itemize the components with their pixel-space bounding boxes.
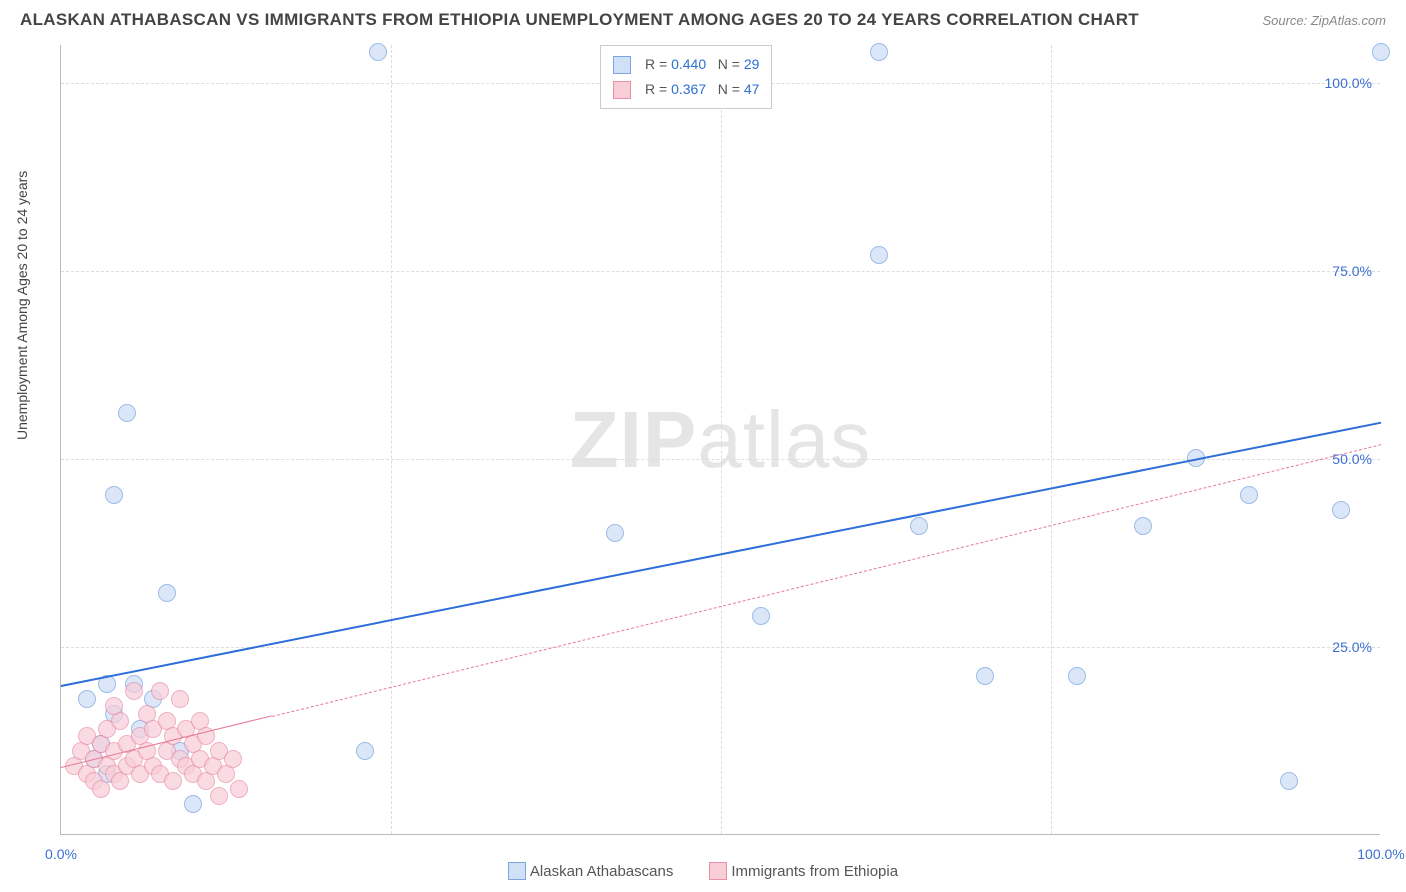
- point-ethiopia: [210, 787, 228, 805]
- point-athabascan: [118, 404, 136, 422]
- chart-title: ALASKAN ATHABASCAN VS IMMIGRANTS FROM ET…: [20, 10, 1139, 30]
- point-athabascan: [184, 795, 202, 813]
- point-athabascan: [606, 524, 624, 542]
- point-athabascan: [105, 486, 123, 504]
- point-athabascan: [369, 43, 387, 61]
- point-ethiopia: [151, 682, 169, 700]
- point-athabascan: [976, 667, 994, 685]
- legend-stat-row: R = 0.440 N = 29: [613, 52, 759, 77]
- trend-line: [272, 444, 1381, 717]
- point-ethiopia: [92, 780, 110, 798]
- point-athabascan: [158, 584, 176, 602]
- point-athabascan: [1068, 667, 1086, 685]
- point-athabascan: [78, 690, 96, 708]
- point-athabascan: [1240, 486, 1258, 504]
- legend-swatch: [613, 81, 631, 99]
- legend-series-item: Alaskan Athabascans: [508, 862, 673, 880]
- point-ethiopia: [171, 690, 189, 708]
- x-tick-label: 100.0%: [1357, 846, 1404, 862]
- legend-series-label: Immigrants from Ethiopia: [731, 863, 898, 880]
- gridline-v: [1051, 45, 1052, 834]
- correlation-legend: R = 0.440 N = 29R = 0.367 N = 47: [600, 45, 772, 109]
- point-athabascan: [1134, 517, 1152, 535]
- point-athabascan: [1280, 772, 1298, 790]
- x-tick-label: 0.0%: [45, 846, 77, 862]
- point-ethiopia: [105, 697, 123, 715]
- point-ethiopia: [224, 750, 242, 768]
- scatter-plot-area: ZIPatlas 25.0%50.0%75.0%100.0%0.0%100.0%: [60, 45, 1380, 835]
- y-tick-label: 75.0%: [1332, 263, 1372, 279]
- point-athabascan: [870, 43, 888, 61]
- legend-swatch: [709, 862, 727, 880]
- y-tick-label: 100.0%: [1325, 75, 1372, 91]
- series-legend: Alaskan Athabascans Immigrants from Ethio…: [0, 862, 1406, 884]
- point-athabascan: [1332, 501, 1350, 519]
- source-label: Source: ZipAtlas.com: [1262, 13, 1386, 28]
- point-athabascan: [910, 517, 928, 535]
- legend-swatch: [508, 862, 526, 880]
- point-ethiopia: [125, 682, 143, 700]
- point-ethiopia: [164, 772, 182, 790]
- legend-series-item: Immigrants from Ethiopia: [709, 862, 898, 880]
- legend-series-label: Alaskan Athabascans: [530, 863, 673, 880]
- legend-stat-text: R = 0.440 N = 29: [645, 52, 759, 77]
- legend-stat-text: R = 0.367 N = 47: [645, 77, 759, 102]
- watermark-bold: ZIP: [570, 395, 697, 484]
- point-athabascan: [1372, 43, 1390, 61]
- watermark-rest: atlas: [697, 395, 871, 484]
- title-bar: ALASKAN ATHABASCAN VS IMMIGRANTS FROM ET…: [20, 10, 1386, 30]
- gridline-v: [391, 45, 392, 834]
- y-axis-label: Unemployment Among Ages 20 to 24 years: [14, 171, 30, 440]
- y-tick-label: 50.0%: [1332, 451, 1372, 467]
- point-athabascan: [870, 246, 888, 264]
- gridline-v: [721, 45, 722, 834]
- legend-swatch: [613, 56, 631, 74]
- point-athabascan: [752, 607, 770, 625]
- point-athabascan: [356, 742, 374, 760]
- legend-stat-row: R = 0.367 N = 47: [613, 77, 759, 102]
- point-ethiopia: [230, 780, 248, 798]
- y-tick-label: 25.0%: [1332, 639, 1372, 655]
